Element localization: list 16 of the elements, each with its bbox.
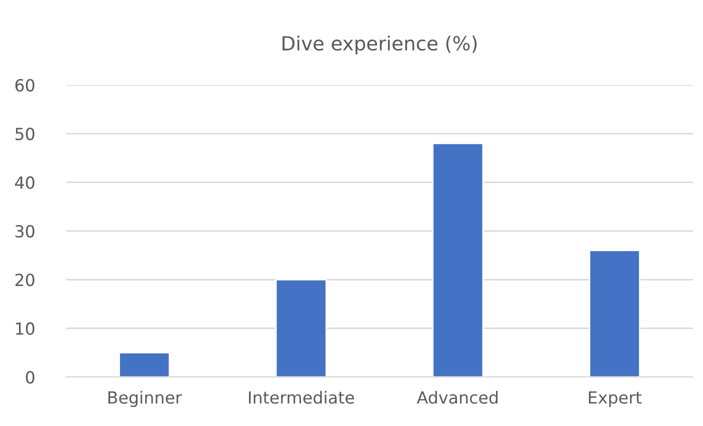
y-tick-label: 0 [26, 370, 34, 384]
bar [432, 142, 484, 377]
y-tick-label: 40 [15, 176, 34, 189]
y-tick-label: 10 [16, 322, 34, 335]
x-tick-label: Expert [588, 391, 642, 408]
y-tick-label: 60 [15, 78, 34, 92]
y-tick-label: 30 [16, 224, 34, 238]
x-tick-label: Beginner [108, 390, 182, 408]
y-tick-label: 20 [15, 274, 34, 286]
bar [275, 278, 327, 377]
bar [118, 352, 170, 377]
bar [588, 250, 640, 377]
chart-title: Dive experience (%) [282, 36, 477, 54]
x-tick-label: Intermediate [248, 390, 354, 404]
y-tick-label: 50 [16, 128, 34, 140]
x-tick-label: Advanced [416, 390, 498, 404]
